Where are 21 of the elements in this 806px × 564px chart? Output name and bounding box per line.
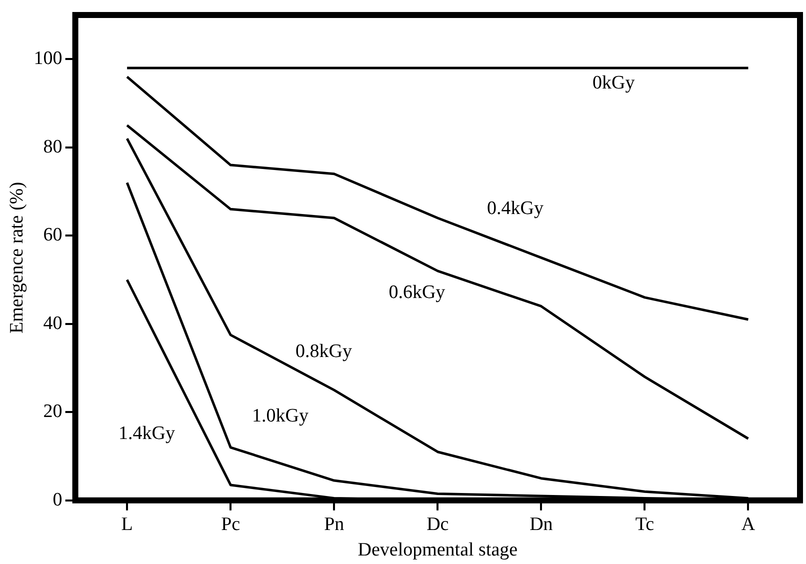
x-tick-label: Dn (530, 514, 554, 535)
annotation: 0.8kGy (296, 341, 352, 362)
x-tick-label: Tc (635, 514, 654, 535)
annotation: 0.6kGy (388, 282, 446, 303)
annotation: 1.4kGy (118, 423, 176, 444)
annotation: 1.0kGy (252, 406, 310, 427)
y-tick-label: 40 (43, 312, 62, 334)
x-tick-label: L (121, 514, 133, 535)
y-tick-label: 60 (43, 224, 62, 246)
x-tick-label: Pn (324, 514, 345, 535)
y-tick-label: 20 (43, 401, 62, 422)
y-tick-label: 0 (52, 489, 62, 510)
y-axis-title: Emergence rate (%) (6, 182, 28, 334)
x-axis-title: Developmental stage (358, 540, 518, 561)
x-tick-label: Dc (426, 514, 449, 535)
x-tick-label: A (741, 514, 756, 535)
annotation: 0kGy (592, 72, 636, 94)
x-tick-label: Pc (221, 514, 240, 535)
y-tick-label: 100 (34, 48, 62, 70)
annotation: 0.4kGy (487, 198, 544, 220)
y-tick-label: 80 (43, 136, 62, 158)
